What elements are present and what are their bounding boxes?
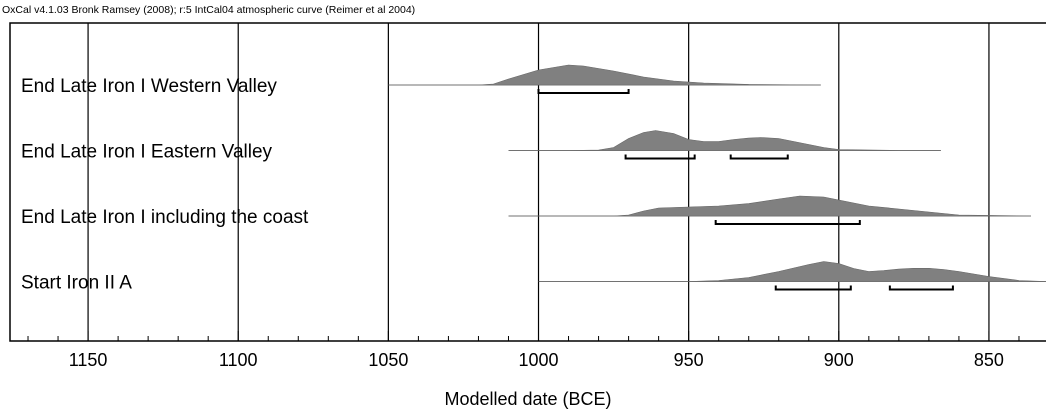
x-tick-label: 1150 xyxy=(69,350,108,370)
range-bracket xyxy=(624,154,696,160)
row-label: Start Iron II A xyxy=(21,273,132,294)
x-tick-label: 950 xyxy=(674,350,704,370)
distribution xyxy=(508,130,941,151)
header: OxCal v4.1.03 Bronk Ramsey (2008); r:5 I… xyxy=(2,4,415,16)
row-label: End Late Iron I including the coast xyxy=(21,207,309,228)
range-bracket xyxy=(714,220,861,225)
plot-area xyxy=(87,23,1046,341)
range-bracket xyxy=(537,89,630,94)
frame xyxy=(9,22,1046,342)
distribution xyxy=(388,64,821,86)
row-label: End Late Iron I Eastern Valley xyxy=(21,142,273,163)
x-tick-label: 1000 xyxy=(518,350,558,370)
range-bracket xyxy=(729,154,789,160)
x-tick-label: 850 xyxy=(974,350,1004,370)
distribution xyxy=(538,261,1046,282)
range-bracket xyxy=(774,285,852,291)
x-axis-label: Modelled date (BCE) xyxy=(444,389,611,409)
x-tick-label: 1100 xyxy=(219,350,258,370)
range-bracket xyxy=(888,285,954,291)
row-label: End Late Iron I Western Valley xyxy=(21,76,277,97)
distribution xyxy=(508,195,1032,217)
x-tick-label: 1050 xyxy=(368,350,408,370)
x-tick-label: 900 xyxy=(824,350,854,370)
